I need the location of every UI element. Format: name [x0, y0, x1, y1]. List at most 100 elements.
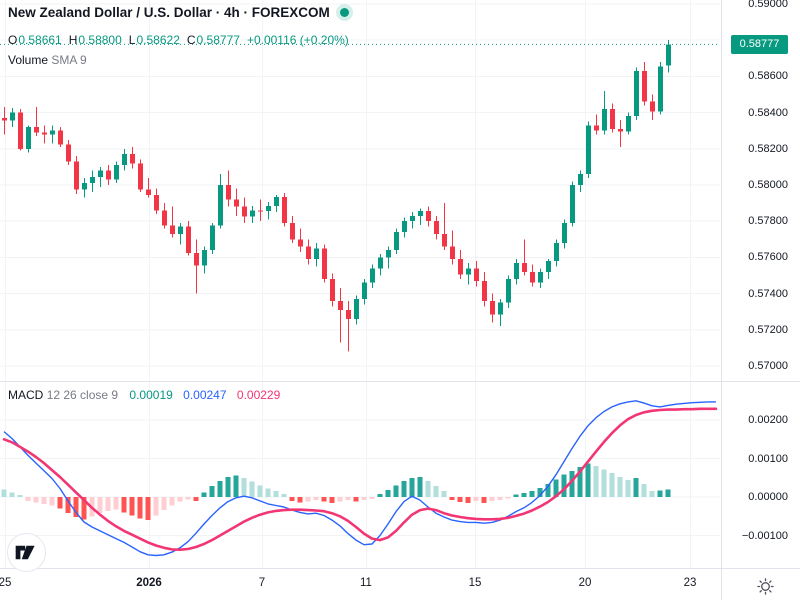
price-axis-label: 0.57400: [748, 287, 788, 300]
macd-histogram-bar: [537, 487, 543, 497]
candle-body: [186, 226, 191, 253]
macd-histogram-bar: [369, 497, 375, 499]
macd-histogram-bar: [281, 493, 287, 497]
macd-signal-value: 0.00229: [236, 388, 281, 402]
candle-body: [298, 239, 303, 247]
candle-body: [618, 128, 623, 132]
macd-signal-line: [2, 407, 718, 552]
macd-histogram-bar: [577, 466, 583, 497]
macd-histogram-bar: [41, 497, 47, 504]
candle-body: [314, 248, 319, 260]
candle-body: [274, 196, 279, 206]
candle-body: [338, 300, 343, 310]
candle-body: [346, 309, 351, 319]
candle-body: [154, 194, 159, 211]
symbol-legend[interactable]: New Zealand Dollar / U.S. Dollar · 4h · …: [8, 5, 349, 20]
macd-histogram-bar: [313, 497, 319, 501]
candle-body: [98, 170, 103, 177]
macd-histogram-bar: [121, 497, 127, 513]
macd-label: MACD: [8, 388, 44, 402]
price-axis-label: 0.58000: [748, 179, 788, 191]
macd-histogram-bar: [249, 481, 255, 497]
sun-icon: [756, 577, 774, 595]
price-axis-label: 0.58600: [748, 70, 788, 83]
candle-body: [450, 246, 455, 260]
time-axis-label: 2026: [136, 577, 162, 589]
macd-histogram-bar: [305, 497, 311, 502]
macd-histogram-bar: [505, 497, 511, 499]
candle-body: [362, 282, 367, 300]
macd-legend[interactable]: MACD 12 26 close 9 0.00019 0.00247 0.002…: [8, 388, 280, 402]
macd-histogram-bar: [377, 493, 383, 497]
candle-body: [290, 223, 295, 240]
macd-histogram-bar: [193, 497, 199, 501]
macd-histogram-bar: [33, 497, 39, 503]
time-axis-label: 15: [468, 577, 482, 589]
candle-body: [634, 70, 639, 117]
candle-body: [170, 225, 175, 234]
macd-histogram-bar: [289, 497, 295, 501]
macd-histogram-bar: [1, 489, 7, 497]
candle-body: [386, 250, 391, 258]
macd-histogram-bar: [81, 497, 87, 520]
current-price-text: 0.58777: [739, 37, 780, 50]
current-price-badge: 0.58777: [731, 34, 788, 54]
high-value: 0.58800: [78, 33, 122, 47]
time-axis-label: 7: [258, 577, 266, 589]
ohlc-row[interactable]: O0.58661 H0.58800 L0.58622 C0.58777 +0.00116…: [8, 33, 356, 47]
close-label: C: [186, 33, 196, 47]
macd-hist-value: 0.00019: [129, 388, 173, 402]
candle-body: [106, 170, 111, 180]
candle-body: [650, 101, 655, 112]
time-axis-label: 25: [0, 577, 12, 589]
candle-body: [50, 130, 55, 135]
macd-histogram-bar: [617, 476, 623, 497]
macd-histogram-bar: [481, 497, 487, 503]
candle-body: [250, 210, 255, 217]
candle-body: [466, 268, 471, 275]
macd-histogram-bar: [553, 479, 559, 497]
candle-body: [578, 174, 583, 185]
candle-body: [442, 233, 447, 247]
open-label: O: [8, 33, 18, 47]
macd-histogram-bar: [265, 488, 271, 497]
macd-histogram-bar: [441, 490, 447, 497]
candle-body: [90, 176, 95, 184]
macd-axis-label: 0.00100: [748, 452, 788, 465]
macd-histogram-bar: [105, 497, 111, 511]
price-axis-label: 0.58200: [748, 142, 788, 155]
volume-label: Volume: [8, 53, 49, 67]
macd-histogram-bar: [321, 497, 327, 502]
candle-body: [602, 108, 607, 131]
candle-body: [514, 262, 519, 280]
macd-histogram-bar: [185, 497, 191, 500]
candle-body: [74, 161, 79, 190]
macd-axis-label: 0.00200: [748, 414, 788, 426]
candle-body: [354, 299, 359, 319]
open-value: 0.58661: [18, 33, 62, 47]
candle-body: [330, 279, 335, 301]
candle-body: [26, 127, 31, 149]
macd-line-value: 0.00247: [183, 388, 227, 402]
low-value: 0.58622: [136, 33, 180, 47]
candle-body: [498, 302, 503, 315]
tradingview-logo-icon: [15, 545, 35, 560]
macd-histogram-bar: [353, 497, 359, 502]
candle-body: [434, 221, 439, 234]
candle-body: [202, 250, 207, 266]
volume-legend[interactable]: Volume SMA 9: [8, 53, 87, 67]
macd-params: 12 26 close 9: [46, 388, 119, 402]
candle-body: [594, 125, 599, 131]
time-axis-settings-icon[interactable]: [755, 576, 775, 596]
price-axis-label: 0.57000: [748, 360, 788, 372]
price-axis-label: 0.58400: [748, 106, 788, 119]
candle-body: [10, 112, 15, 121]
macd-histogram-bar: [361, 497, 367, 501]
candle-body: [554, 242, 559, 262]
tradingview-logo[interactable]: [7, 533, 46, 572]
time-axis-label: 20: [578, 577, 592, 589]
candle-body: [138, 163, 143, 190]
candle-body: [210, 225, 215, 251]
